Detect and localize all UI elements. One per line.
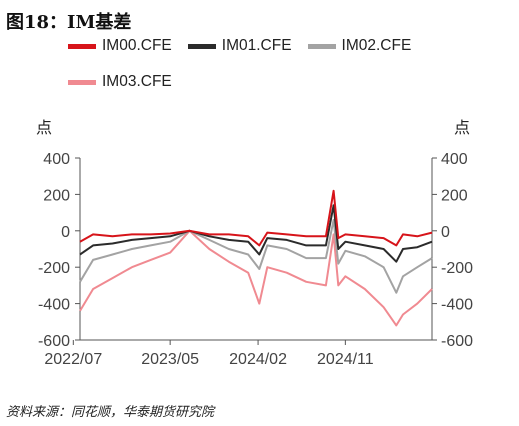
left-y-tick-label: 0	[61, 224, 70, 241]
x-tick-label: 2023/05	[141, 351, 199, 368]
x-tick-label: 2024/02	[229, 351, 287, 368]
legend-swatch-im03	[68, 79, 96, 85]
series-line-im01	[79, 204, 433, 263]
legend-item-im00[interactable]: IM00.CFE	[68, 37, 172, 55]
chart-title: 图18：IM基差	[6, 12, 132, 33]
legend-label-im00: IM00.CFE	[102, 37, 172, 54]
right-y-tick-label: 400	[441, 151, 468, 168]
legend-row-1: IM00.CFE IM01.CFE IM02.CFE	[68, 37, 411, 55]
series-line-im03	[79, 229, 433, 327]
x-tick-label: 2024/11	[317, 351, 374, 368]
legend-swatch-im01	[187, 43, 216, 49]
legend-item-im02[interactable]: IM02.CFE	[307, 37, 412, 55]
legend-label-im02: IM02.CFE	[341, 37, 412, 54]
legend-swatch-im00	[68, 43, 96, 49]
source-note: 资料来源：同花顺，华泰期货研究院	[6, 405, 215, 420]
series-line-im00	[79, 189, 433, 247]
legend-label-im03: IM03.CFE	[102, 73, 172, 90]
series-line-im02	[79, 218, 433, 294]
right-y-tick-label: -200	[441, 260, 473, 277]
left-axis-unit: 点	[36, 118, 53, 137]
legend-item-im03[interactable]: IM03.CFE	[68, 73, 172, 91]
right-axis-unit: 点	[454, 118, 471, 137]
right-y-tick-label: -600	[441, 333, 473, 350]
legend-item-im01[interactable]: IM01.CFE	[187, 37, 292, 55]
right-y-tick-label: 0	[441, 224, 450, 241]
legend-label-im01: IM01.CFE	[221, 37, 292, 54]
right-y-tick-label: 200	[441, 187, 468, 204]
left-y-tick-label: 200	[43, 187, 70, 204]
legend-row-2: IM03.CFE	[68, 73, 172, 91]
legend-swatch-im02	[307, 43, 336, 49]
x-tick-label: 2022/07	[44, 351, 102, 368]
left-y-tick-label: -200	[38, 260, 70, 277]
left-y-tick-label: -600	[38, 333, 70, 350]
right-y-tick-label: -400	[441, 297, 473, 314]
left-y-tick-label: -400	[38, 297, 70, 314]
left-y-tick-label: 400	[43, 151, 70, 168]
